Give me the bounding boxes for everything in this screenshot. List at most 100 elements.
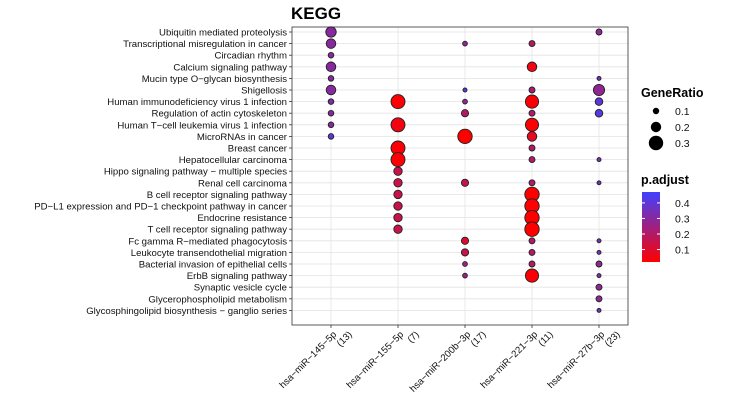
data-point	[393, 178, 403, 188]
data-point	[393, 224, 403, 234]
x-tick-label: hsa−miR−221−3p(11)	[479, 322, 556, 399]
color-legend-title: p.adjust	[641, 173, 690, 187]
y-tick-label: Shigellosis	[241, 86, 287, 97]
data-point	[528, 109, 536, 117]
data-point	[325, 61, 337, 73]
data-point	[390, 152, 406, 168]
data-point	[528, 179, 536, 187]
y-tick-label: T cell receptor signaling pathway	[147, 225, 287, 236]
y-tick-label: Breast cancer	[228, 144, 288, 155]
y-tick-label: Regulation of actin cytoskeleton	[152, 109, 287, 120]
size-legend-dot	[648, 135, 664, 151]
color-legend: p.adjust 0.1 0.2 0.3 0.4	[641, 173, 690, 262]
data-point	[596, 238, 602, 244]
data-point	[596, 249, 602, 255]
plot-panel-border	[291, 26, 629, 326]
y-tick-label: Hippo signaling pathway − multiple speci…	[104, 167, 287, 178]
x-axis-labels: hsa−miR−145−5p(13)hsa−miR−155−5p(7)hsa−m…	[278, 322, 623, 403]
data-point	[596, 307, 602, 313]
data-point	[327, 98, 335, 105]
data-point	[596, 75, 602, 81]
data-point	[528, 86, 536, 94]
data-point	[596, 157, 602, 163]
data-point	[524, 268, 540, 283]
data-point	[462, 261, 468, 267]
y-tick-label: ErbB signaling pathway	[187, 271, 287, 282]
y-tick-label: Hepatocellular carcinoma	[179, 155, 288, 166]
size-legend: GeneRatio 0.1 0.2 0.3	[641, 86, 704, 151]
y-tick-label: Glycosphingolipid biosynthesis − ganglio…	[86, 306, 287, 317]
data-point	[528, 156, 536, 164]
y-tick-label: Renal cell carcinoma	[198, 178, 288, 189]
data-point	[460, 236, 470, 245]
data-point	[524, 94, 540, 109]
data-point	[594, 108, 604, 118]
data-point	[327, 121, 335, 129]
data-point	[526, 131, 538, 142]
color-legend-ticks: 0.1 0.2 0.3 0.4	[642, 198, 690, 257]
size-legend-items: 0.1 0.2 0.3	[648, 106, 690, 151]
data-point	[596, 273, 602, 279]
color-legend-tick-label: 0.4	[675, 198, 690, 210]
y-tick-label: Circadian rhythm	[214, 51, 287, 62]
data-point	[327, 109, 335, 117]
data-point	[592, 83, 606, 97]
data-point	[325, 38, 337, 49]
color-legend-bar	[642, 192, 660, 262]
y-tick-label: Calcium signaling pathway	[173, 62, 287, 73]
y-grid-lines	[292, 31, 628, 311]
data-point	[460, 248, 470, 257]
data-point	[595, 283, 603, 291]
data-point	[528, 248, 536, 256]
y-tick-label: MicroRNAs in cancer	[197, 132, 288, 143]
y-tick-label: Fc gamma R−mediated phagocytosis	[128, 236, 287, 247]
x-tick-label: hsa−miR−200b−3p(17)	[408, 322, 489, 403]
data-point	[325, 84, 337, 96]
size-legend-label: 0.3	[675, 138, 690, 150]
data-point	[524, 221, 540, 237]
size-legend-dot	[650, 121, 662, 133]
data-point	[390, 94, 406, 110]
color-legend-tick-label: 0.1	[675, 245, 690, 257]
data-point	[528, 237, 536, 245]
y-axis-labels: Ubiquitin mediated proteolysisTranscript…	[34, 28, 292, 317]
data-point	[528, 144, 536, 152]
data-point	[393, 189, 403, 200]
data-point	[595, 295, 603, 303]
data-point	[393, 166, 403, 176]
data-point	[595, 28, 603, 36]
size-legend-title: GeneRatio	[641, 86, 704, 100]
y-tick-label: Leukocyte transendothelial migration	[131, 248, 287, 259]
data-point	[595, 260, 603, 268]
data-point	[393, 212, 403, 223]
y-tick-label: Synaptic vesicle cycle	[194, 283, 287, 294]
y-tick-label: B cell receptor signaling pathway	[147, 190, 287, 201]
size-legend-label: 0.1	[675, 106, 690, 118]
data-point	[524, 117, 540, 132]
data-point	[327, 133, 335, 140]
size-legend-label: 0.2	[675, 122, 690, 134]
data-point	[460, 109, 470, 118]
data-point	[457, 128, 473, 145]
x-tick-label: hsa−miR−145−5p(13)	[278, 322, 355, 399]
data-point	[327, 75, 335, 82]
data-point	[460, 178, 470, 187]
data-point	[327, 51, 335, 59]
y-tick-label: Human T−cell leukemia virus 1 infection	[117, 120, 287, 131]
y-tick-label: PD−L1 expression and PD−1 checkpoint pat…	[34, 202, 288, 213]
data-point	[526, 61, 538, 73]
y-tick-label: Mucin type O−glycan biosynthesis	[142, 74, 288, 85]
color-legend-tick-label: 0.2	[675, 229, 690, 241]
data-point	[325, 26, 337, 38]
data-point	[462, 87, 468, 93]
data-point	[390, 117, 406, 133]
plot-panel	[292, 27, 628, 325]
y-tick-label: Glycerophospholipid metabolism	[148, 294, 287, 305]
data-point	[462, 272, 468, 279]
y-tick-label: Ubiquitin mediated proteolysis	[159, 28, 287, 39]
data-point	[594, 97, 604, 106]
size-legend-dot	[652, 107, 660, 115]
data-point	[462, 98, 468, 105]
data-point	[462, 40, 468, 47]
